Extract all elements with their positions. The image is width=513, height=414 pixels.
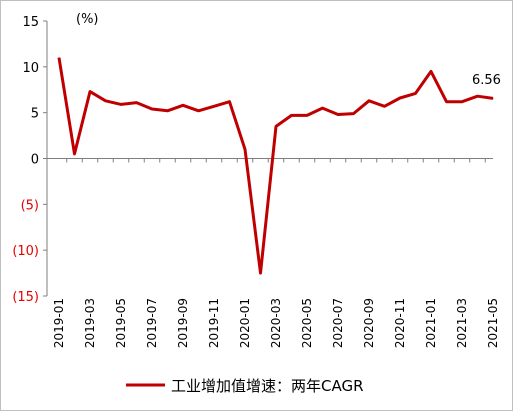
end-value-annotation: 6.56 xyxy=(472,73,501,88)
data-point xyxy=(58,57,60,59)
x-tick-label: 2020-07 xyxy=(331,298,345,348)
x-tick-label: 2020-09 xyxy=(362,298,376,348)
x-tick-label: 2019-11 xyxy=(207,298,221,348)
data-point xyxy=(430,70,432,72)
x-tick-label: 2019-05 xyxy=(114,298,128,348)
x-tick-label: 2019-03 xyxy=(83,298,97,348)
data-point xyxy=(399,97,401,99)
data-point xyxy=(120,103,122,105)
data-point xyxy=(337,114,339,115)
data-point xyxy=(415,92,416,94)
x-tick-label: 2021-05 xyxy=(486,298,500,348)
y-tick-label: (15) xyxy=(12,290,39,305)
x-tick-label: 2021-01 xyxy=(424,298,438,348)
x-tick-label: 2019-07 xyxy=(145,298,159,348)
legend-label: 工业增加值增速：两年CAGR xyxy=(171,377,364,395)
y-tick-labels: 15 10 5 0 (5) (10) (15) xyxy=(12,15,39,305)
data-point xyxy=(151,108,153,110)
y-tick-label: 0 xyxy=(31,153,39,168)
y-tick-label: 15 xyxy=(22,15,39,30)
data-point xyxy=(74,153,75,155)
y-unit-label: (%) xyxy=(76,12,99,27)
data-point xyxy=(384,105,385,107)
y-tick-label: (5) xyxy=(21,198,39,213)
data-point xyxy=(291,114,292,116)
x-tick-label: 2020-11 xyxy=(393,298,407,348)
data-point xyxy=(353,113,354,115)
x-tick-label: 2020-01 xyxy=(238,298,252,348)
data-point xyxy=(275,125,277,127)
y-tick-label: 10 xyxy=(22,61,39,76)
y-tick-label: 5 xyxy=(31,107,39,122)
data-point xyxy=(306,114,308,116)
data-point xyxy=(229,101,230,103)
x-tick-labels: 2019-01 2019-03 2019-05 2019-07 2019-09 2019-… xyxy=(52,298,500,348)
data-point xyxy=(368,100,370,102)
x-tick-label: 2019-09 xyxy=(176,298,190,348)
data-point xyxy=(446,101,447,103)
data-point xyxy=(213,105,215,107)
data-point xyxy=(322,107,323,109)
x-tick-label: 2020-03 xyxy=(269,298,283,348)
y-tick-label: (10) xyxy=(12,244,39,259)
data-point xyxy=(244,148,246,150)
data-point xyxy=(260,272,261,274)
data-point xyxy=(477,95,478,97)
data-point xyxy=(89,91,91,93)
series-layer xyxy=(57,57,494,275)
series-line xyxy=(57,57,494,275)
data-point xyxy=(167,110,168,112)
legend: 工业增加值增速：两年CAGR xyxy=(126,377,364,395)
data-point xyxy=(105,100,106,102)
data-point xyxy=(492,97,494,99)
x-tick-label: 2020-05 xyxy=(300,298,314,348)
data-point xyxy=(136,102,137,104)
data-point xyxy=(182,104,184,106)
axes-layer xyxy=(43,20,493,297)
data-point xyxy=(461,101,463,103)
x-tick-label: 2021-03 xyxy=(455,298,469,348)
data-point xyxy=(198,110,199,112)
x-tick-label: 2019-01 xyxy=(52,298,66,348)
